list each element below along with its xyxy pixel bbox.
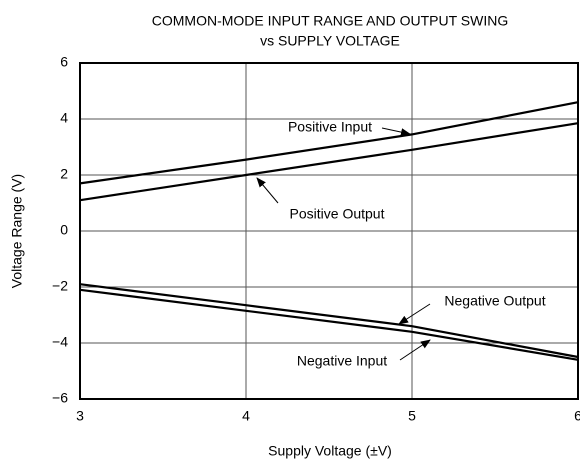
- x-tick-label: 5: [408, 408, 416, 424]
- x-axis-label: Supply Voltage (±V): [268, 443, 392, 459]
- arrow: [399, 339, 431, 361]
- line-series: [79, 283, 579, 359]
- annotation: Negative Output: [444, 293, 545, 309]
- plot-area: −6 −4 −2 0 2 4 6 3 4 5 6: [52, 54, 580, 424]
- x-tick-label: 4: [242, 408, 250, 424]
- x-tick-label: 6: [574, 408, 580, 424]
- chart-title: COMMON-MODE INPUT RANGE AND OUTPUT SWING: [152, 13, 509, 29]
- y-tick-label: 4: [60, 110, 68, 126]
- annotation: Negative Input: [297, 353, 387, 369]
- chart-subtitle: vs SUPPLY VOLTAGE: [260, 33, 400, 49]
- line-series: [79, 101, 579, 185]
- arrow: [256, 177, 279, 204]
- line-series: [79, 288, 579, 361]
- arrow: [398, 303, 431, 325]
- y-tick-label: −6: [52, 390, 68, 406]
- y-tick-label: 6: [60, 54, 68, 70]
- y-tick-label: 0: [60, 222, 68, 238]
- annotation: Positive Input: [288, 119, 372, 135]
- line-series: [79, 122, 579, 202]
- x-tick-label: 3: [76, 408, 84, 424]
- arrow: [381, 127, 411, 137]
- y-tick-label: 2: [60, 166, 68, 182]
- y-tick-label: −2: [52, 278, 68, 294]
- y-axis-label: Voltage Range (V): [9, 174, 25, 288]
- plot-border: [79, 62, 579, 400]
- y-tick-label: −4: [52, 334, 68, 350]
- annotation: Positive Output: [290, 206, 385, 222]
